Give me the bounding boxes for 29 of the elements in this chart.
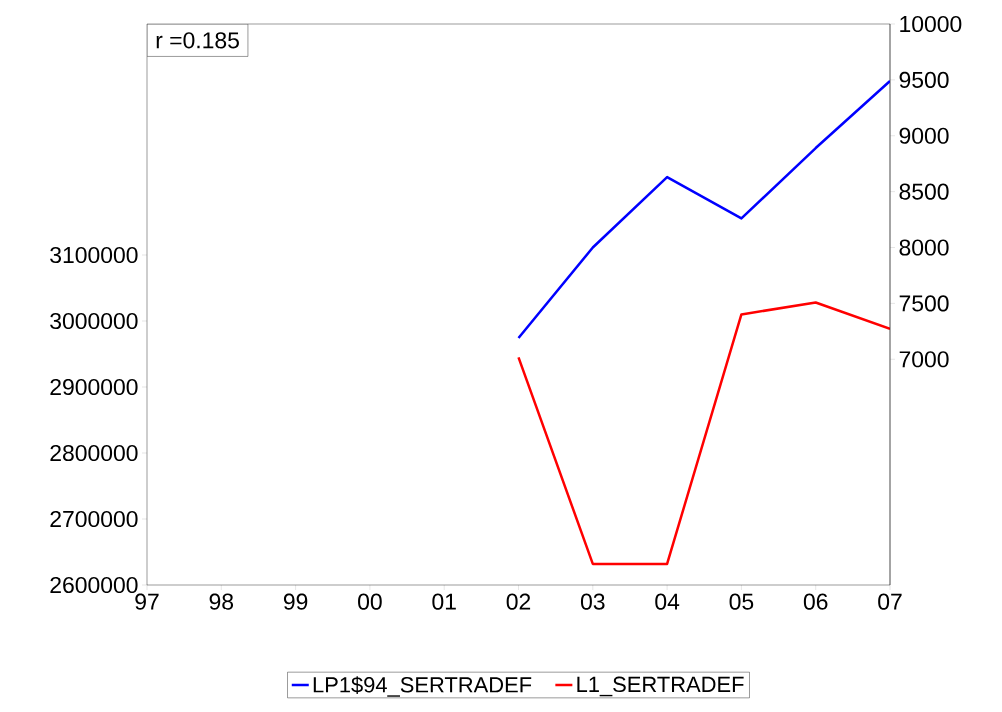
y-tick-label: 2900000 [50, 378, 138, 396]
x-tick-label: 99 [283, 593, 308, 610]
y2-tick-label: 8500 [899, 183, 949, 200]
line-series [517, 301, 891, 566]
x-tick-label: 03 [580, 593, 605, 610]
x-tick-label: 07 [878, 593, 902, 610]
x-tick-label: 98 [209, 593, 234, 610]
legend-label: LP1$94_SERTRADEF [313, 676, 532, 697]
line-series [517, 79, 891, 340]
y2-tick-label: 8000 [899, 239, 949, 256]
x-tick-label: 00 [358, 593, 382, 610]
y-tick-label: 2600000 [50, 576, 138, 594]
y2-tick-label: 7500 [899, 295, 949, 312]
x-tick-label: 05 [729, 593, 754, 610]
y2-tick-label: 9500 [899, 71, 949, 88]
y-tick-label: 2700000 [50, 510, 138, 528]
x-tick-label: 06 [803, 593, 828, 610]
legend-label: L1_SERTRADEF [577, 676, 744, 697]
x-tick-label: 01 [432, 593, 456, 610]
x-tick-label: 97 [135, 593, 159, 610]
x-tick-label: 04 [655, 593, 680, 610]
y2-tick-label: 9000 [899, 127, 949, 144]
annotation: r =0.185 [156, 32, 239, 49]
y-tick-label: 3100000 [50, 246, 138, 264]
x-tick-label: 02 [506, 593, 531, 610]
y2-tick-label: 10000 [900, 15, 962, 33]
y-tick-label: 2800000 [50, 444, 138, 462]
y-tick-label: 3000000 [50, 312, 138, 330]
y2-tick-label: 7000 [899, 351, 949, 368]
